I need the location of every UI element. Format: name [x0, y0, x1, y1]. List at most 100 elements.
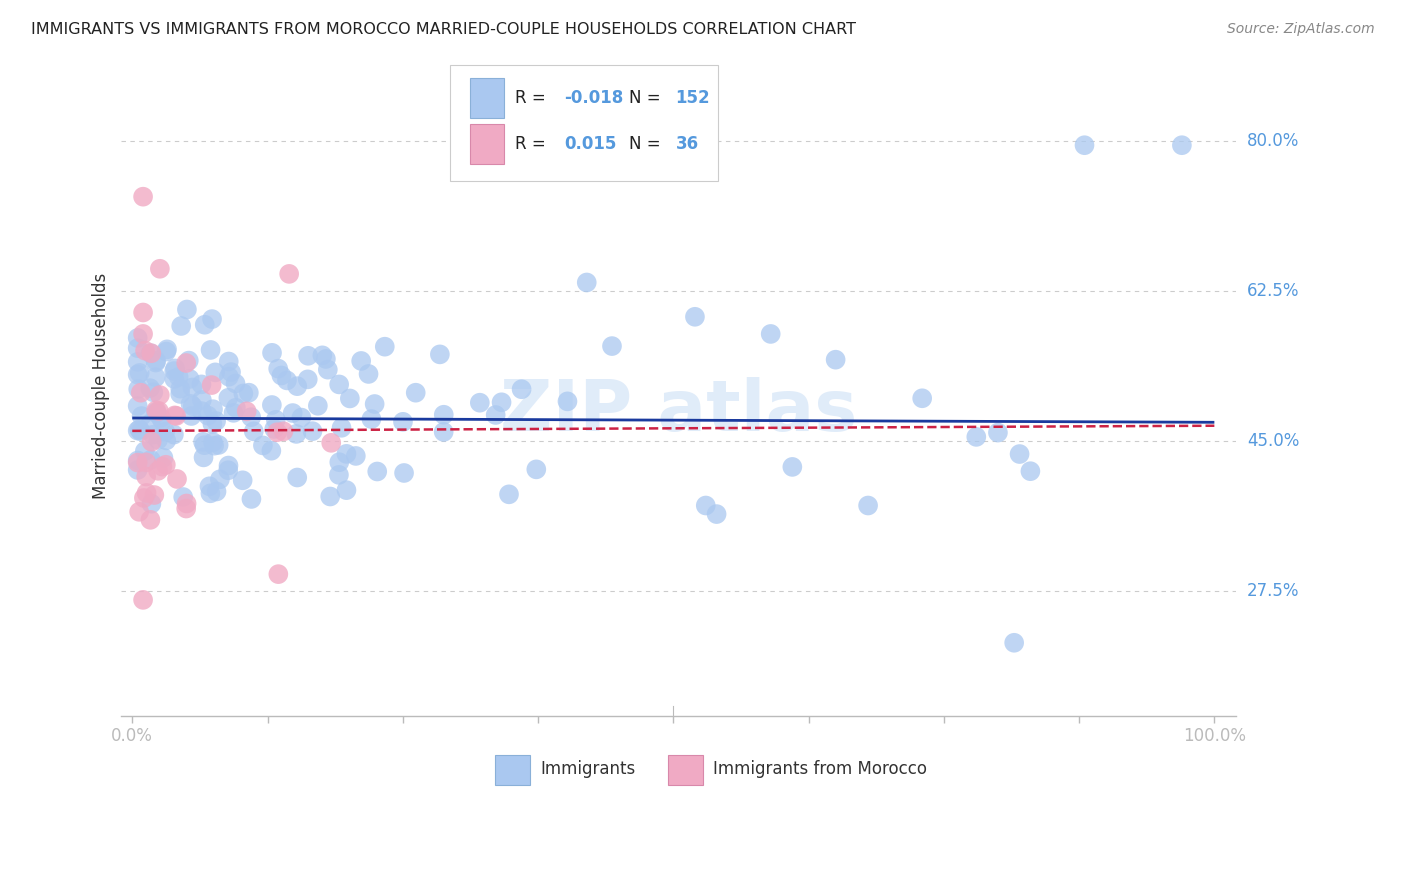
Point [316, 362, 339, 376]
Point [148, 404, 170, 418]
Text: N =: N = [628, 89, 661, 107]
FancyBboxPatch shape [495, 756, 530, 785]
Point [166, 472, 188, 486]
Text: ZIP atlas: ZIP atlas [501, 377, 858, 446]
Text: 62.5%: 62.5% [1247, 282, 1299, 300]
Point [149, 261, 172, 276]
Point [127, 456, 149, 470]
Point [201, 435, 224, 450]
Point [335, 447, 357, 461]
Point [311, 348, 333, 362]
Point [155, 425, 177, 439]
Point [405, 385, 427, 400]
Text: 27.5%: 27.5% [1247, 582, 1299, 600]
Text: IMMIGRANTS VS IMMIGRANTS FROM MOROCCO MARRIED-COUPLE HOUSEHOLDS CORRELATION CHAR: IMMIGRANTS VS IMMIGRANTS FROM MOROCCO MA… [31, 22, 856, 37]
Point [135, 486, 157, 500]
Point [198, 479, 221, 493]
Point [200, 486, 222, 500]
Point [328, 455, 350, 469]
Point [200, 343, 222, 357]
Point [149, 388, 172, 402]
Point [172, 490, 194, 504]
Point [219, 365, 242, 379]
Point [706, 507, 728, 521]
Point [335, 483, 357, 497]
Point [129, 424, 152, 438]
Point [145, 405, 167, 419]
Point [363, 397, 385, 411]
Point [146, 464, 169, 478]
Point [429, 347, 451, 361]
Point [181, 399, 204, 413]
Point [600, 339, 623, 353]
Point [252, 438, 274, 452]
Point [366, 465, 388, 479]
Point [163, 364, 186, 378]
Point [273, 425, 295, 439]
Point [339, 392, 361, 406]
Text: Immigrants from Morocco: Immigrants from Morocco [713, 759, 928, 778]
Point [169, 382, 191, 396]
Point [155, 344, 177, 359]
Point [163, 372, 186, 386]
Point [285, 426, 308, 441]
Point [127, 355, 149, 369]
Point [278, 267, 301, 281]
Point [683, 310, 706, 324]
Point [433, 425, 456, 439]
Point [132, 305, 155, 319]
Point [156, 343, 179, 357]
Point [205, 414, 228, 428]
Point [174, 501, 197, 516]
Point [127, 341, 149, 355]
Point [319, 490, 342, 504]
Point [193, 438, 215, 452]
Point [240, 410, 263, 425]
Point [330, 421, 353, 435]
Point [267, 567, 290, 582]
Point [307, 399, 329, 413]
Point [350, 354, 373, 368]
Point [169, 387, 191, 401]
Point [201, 378, 224, 392]
Point [357, 367, 380, 381]
Point [328, 467, 350, 482]
Text: Source: ZipAtlas.com: Source: ZipAtlas.com [1227, 22, 1375, 37]
Point [285, 379, 308, 393]
Point [201, 312, 224, 326]
Point [392, 466, 415, 480]
Point [180, 409, 202, 423]
Point [132, 189, 155, 203]
Point [243, 425, 266, 439]
Point [218, 354, 240, 368]
Point [232, 386, 254, 401]
Point [281, 406, 304, 420]
Point [290, 410, 312, 425]
Point [150, 459, 173, 474]
Point [139, 452, 162, 467]
Point [204, 365, 226, 379]
Point [270, 368, 292, 383]
Point [328, 377, 350, 392]
Point [191, 404, 214, 418]
Point [141, 346, 163, 360]
Point [240, 491, 263, 506]
Text: 36: 36 [675, 136, 699, 153]
Point [181, 380, 204, 394]
Point [146, 433, 169, 447]
Point [238, 385, 260, 400]
Point [218, 369, 240, 384]
Point [1171, 138, 1194, 153]
Point [498, 487, 520, 501]
Point [127, 453, 149, 467]
Point [167, 369, 190, 384]
Point [285, 470, 308, 484]
Point [128, 422, 150, 436]
Point [217, 391, 239, 405]
Point [127, 382, 149, 396]
Point [176, 302, 198, 317]
Point [132, 593, 155, 607]
Point [217, 463, 239, 477]
Point [301, 424, 323, 438]
Point [128, 505, 150, 519]
